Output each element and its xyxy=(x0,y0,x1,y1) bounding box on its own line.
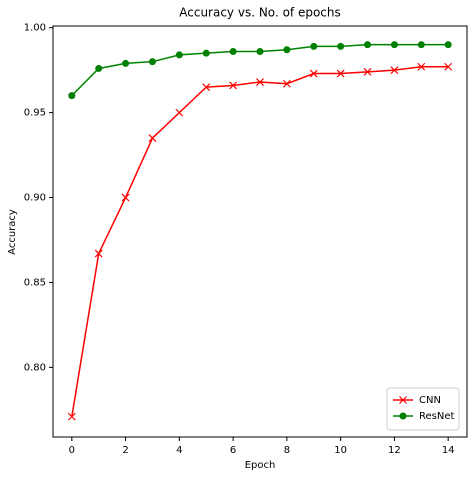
data-point xyxy=(256,78,264,86)
y-tick-label: 1.00 xyxy=(24,23,46,34)
x-tick-label: 2 xyxy=(122,445,128,456)
data-point xyxy=(282,79,291,88)
data-point xyxy=(121,193,130,202)
data-point xyxy=(122,59,130,67)
y-axis-label: Accuracy xyxy=(7,209,18,255)
x-tick-label: 12 xyxy=(388,445,401,456)
data-point xyxy=(390,41,398,49)
data-point xyxy=(364,41,372,49)
data-point xyxy=(444,62,453,71)
data-point xyxy=(337,42,345,50)
data-point xyxy=(444,41,452,49)
y-tick-label: 0.90 xyxy=(24,193,46,204)
data-point xyxy=(202,49,210,57)
data-point xyxy=(95,64,103,72)
data-point xyxy=(229,47,237,55)
data-point xyxy=(175,51,183,59)
data-point xyxy=(229,81,238,90)
y-tick-label: 0.85 xyxy=(24,277,46,288)
legend-label: ResNet xyxy=(419,411,454,422)
x-tick-label: 14 xyxy=(442,445,455,456)
data-point xyxy=(417,62,426,71)
data-point xyxy=(336,69,345,78)
x-tick-label: 4 xyxy=(176,445,182,456)
data-point xyxy=(148,134,157,143)
legend-label: CNN xyxy=(419,395,441,406)
data-point xyxy=(67,412,76,421)
data-point xyxy=(175,108,184,117)
data-point xyxy=(390,66,399,75)
x-tick-label: 10 xyxy=(334,445,347,456)
y-tick-label: 0.80 xyxy=(24,362,46,373)
data-point xyxy=(94,249,103,258)
x-tick-label: 8 xyxy=(284,445,290,456)
data-point xyxy=(202,83,211,92)
y-tick-label: 0.95 xyxy=(24,108,46,119)
data-point xyxy=(68,92,76,100)
data-point xyxy=(148,58,156,66)
x-tick-label: 6 xyxy=(230,445,236,456)
data-point xyxy=(256,47,264,55)
x-tick-label: 0 xyxy=(69,445,75,456)
data-point xyxy=(310,42,318,50)
data-point xyxy=(309,69,318,78)
chart-title: Accuracy vs. No. of epochs xyxy=(179,6,341,20)
data-point xyxy=(363,67,372,76)
legend-marker xyxy=(399,396,407,404)
data-point xyxy=(283,46,291,54)
data-point xyxy=(417,41,425,49)
plot-frame xyxy=(52,25,468,438)
series-line xyxy=(71,66,449,417)
x-axis-label: Epoch xyxy=(245,460,276,471)
legend-marker xyxy=(399,412,407,420)
